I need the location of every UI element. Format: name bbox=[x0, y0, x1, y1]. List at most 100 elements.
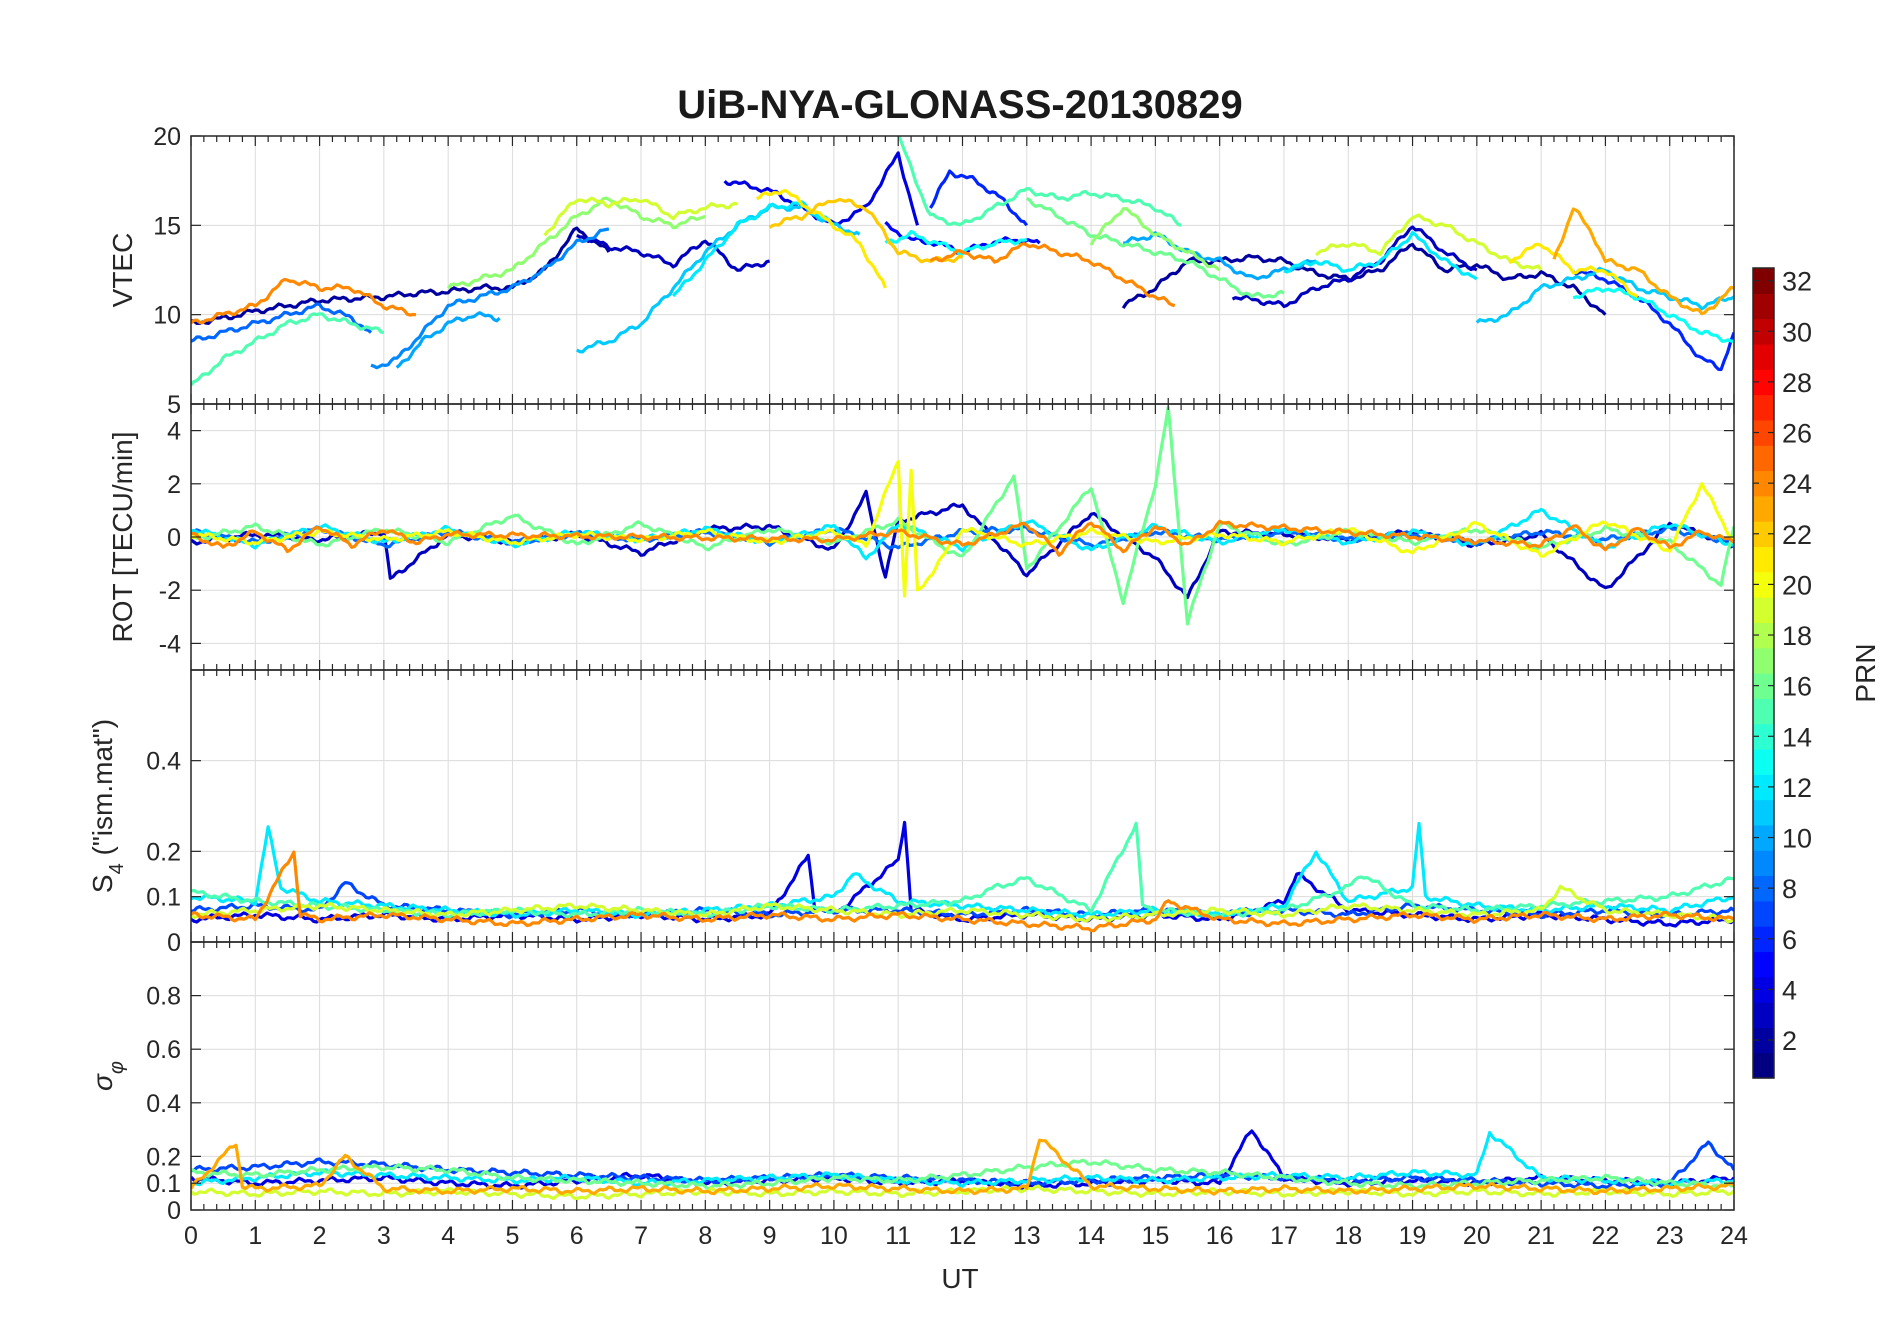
colorbar-tick-label: 32 bbox=[1782, 267, 1812, 297]
y-tick-label: 15 bbox=[153, 212, 181, 240]
series-prn-12 bbox=[191, 1131, 1734, 1188]
x-tick-label: 12 bbox=[949, 1222, 977, 1250]
colorbar-tick-label: 4 bbox=[1782, 975, 1797, 1005]
series-prn-16 bbox=[1025, 197, 1285, 299]
colorbar-tick-label: 24 bbox=[1782, 469, 1812, 499]
colorbar-cell bbox=[1753, 293, 1774, 320]
colorbar-cell bbox=[1753, 748, 1774, 775]
colorbar-cell bbox=[1753, 1052, 1774, 1079]
panel-rot: -4 -2 0 2 4 ROT [TECU/min] bbox=[107, 403, 1735, 671]
series-prn-3 bbox=[1231, 225, 1478, 309]
x-tick-label: 8 bbox=[698, 1222, 712, 1250]
y-axis-label: ROT [TECU/min] bbox=[107, 431, 138, 642]
x-tick-label: 23 bbox=[1656, 1222, 1684, 1250]
x-tick-label: 2 bbox=[313, 1222, 327, 1250]
series-prn-11 bbox=[575, 202, 861, 354]
series-prn-2 bbox=[191, 226, 611, 325]
y-axis-label: S4 ("ism.mat") bbox=[87, 719, 128, 893]
series-prn-21 bbox=[756, 188, 887, 289]
colorbar-tick-label: 16 bbox=[1782, 672, 1812, 702]
x-tick-label: 5 bbox=[506, 1222, 520, 1250]
colorbar-tick-label: 10 bbox=[1782, 824, 1812, 854]
x-tick-label: 19 bbox=[1399, 1222, 1427, 1250]
y-tick-label: 0.6 bbox=[146, 1036, 181, 1064]
colorbar-cell bbox=[1753, 445, 1774, 472]
colorbar-cell bbox=[1753, 268, 1774, 294]
colorbar-tick-label: 30 bbox=[1782, 317, 1812, 347]
x-tick-label: 1 bbox=[248, 1222, 262, 1250]
colorbar-cell bbox=[1753, 343, 1774, 370]
colorbar-frame bbox=[1752, 267, 1775, 1079]
colorbar-label: PRN bbox=[1850, 643, 1881, 702]
colorbar-cell bbox=[1753, 723, 1774, 750]
series-prn-22 bbox=[768, 197, 964, 264]
colorbar-tick-label: 18 bbox=[1782, 621, 1812, 651]
colorbar-tick-label: 14 bbox=[1782, 722, 1812, 752]
colorbar-cell bbox=[1753, 597, 1774, 623]
colorbar-tick-label: 26 bbox=[1782, 419, 1812, 449]
colorbar-cell bbox=[1753, 774, 1774, 801]
x-tick-label: 7 bbox=[634, 1222, 648, 1250]
colorbar-cell bbox=[1753, 673, 1774, 699]
colorbar-cell bbox=[1753, 1002, 1774, 1028]
y-tick-label: 0.8 bbox=[146, 983, 181, 1011]
series-prn-12 bbox=[1283, 231, 1478, 281]
series-prn-6 bbox=[929, 169, 1029, 227]
colorbar-cell bbox=[1753, 850, 1774, 877]
colorbar-cell bbox=[1753, 698, 1774, 725]
series-prn-24 bbox=[191, 519, 1734, 557]
x-tick-label: 9 bbox=[763, 1222, 777, 1250]
chart-title: UiB-NYA-GLONASS-20130829 bbox=[677, 83, 1242, 127]
y-tick-label: 5 bbox=[167, 391, 181, 419]
colorbar-cell bbox=[1753, 571, 1774, 598]
x-tick-label: 22 bbox=[1592, 1222, 1620, 1250]
y-tick-label: 0.4 bbox=[146, 748, 181, 776]
y-tick-label: -2 bbox=[159, 577, 181, 605]
x-tick-label: 20 bbox=[1463, 1222, 1491, 1250]
y-tick-label: 0 bbox=[167, 929, 181, 957]
x-tick-label: 0 bbox=[184, 1222, 198, 1250]
colorbar-tick-label: 12 bbox=[1782, 773, 1812, 803]
colorbar-tick-label: 8 bbox=[1782, 874, 1797, 904]
x-tick-label: 21 bbox=[1527, 1222, 1555, 1250]
series-prn-10 bbox=[395, 311, 501, 369]
x-tick-label: 15 bbox=[1141, 1222, 1169, 1250]
series-prn-19 bbox=[543, 196, 738, 237]
x-tick-label: 3 bbox=[377, 1222, 391, 1250]
colorbar-cell bbox=[1753, 976, 1774, 1003]
colorbar-tick-label: 28 bbox=[1782, 368, 1812, 398]
colorbar-cell bbox=[1753, 318, 1774, 345]
colorbar-cell bbox=[1753, 824, 1774, 851]
colorbar-cell bbox=[1753, 546, 1774, 573]
colorbar-cell bbox=[1753, 470, 1774, 497]
x-tick-label: 11 bbox=[885, 1222, 911, 1250]
colorbar-cell bbox=[1753, 875, 1774, 902]
series-prn-24 bbox=[191, 850, 1734, 933]
series-prn-19 bbox=[191, 884, 1734, 924]
series-group bbox=[191, 1129, 1734, 1201]
x-tick-label: 18 bbox=[1334, 1222, 1362, 1250]
x-tick-label: 14 bbox=[1077, 1222, 1105, 1250]
series-prn-8 bbox=[191, 302, 373, 343]
colorbar-tick-label: 22 bbox=[1782, 520, 1812, 550]
y-tick-label: 4 bbox=[167, 418, 181, 446]
series-prn-6 bbox=[1572, 269, 1734, 372]
series-prn-13 bbox=[1572, 286, 1734, 344]
colorbar-tick-label: 6 bbox=[1782, 925, 1797, 955]
y-tick-label: 0.2 bbox=[146, 838, 181, 866]
series-prn-15 bbox=[191, 312, 385, 386]
y-tick-label: 0.2 bbox=[146, 1143, 181, 1171]
colorbar-cell bbox=[1753, 521, 1774, 548]
series-prn-10 bbox=[1123, 231, 1317, 281]
series-prn-23 bbox=[191, 1138, 1734, 1196]
y-tick-label: 0 bbox=[167, 524, 181, 552]
x-tick-label: 17 bbox=[1270, 1222, 1298, 1250]
series-group bbox=[191, 820, 1734, 933]
colorbar-cell bbox=[1753, 647, 1774, 674]
x-tick-label: 24 bbox=[1720, 1222, 1748, 1250]
series-prn-16 bbox=[191, 405, 1734, 626]
series-group bbox=[191, 405, 1734, 626]
